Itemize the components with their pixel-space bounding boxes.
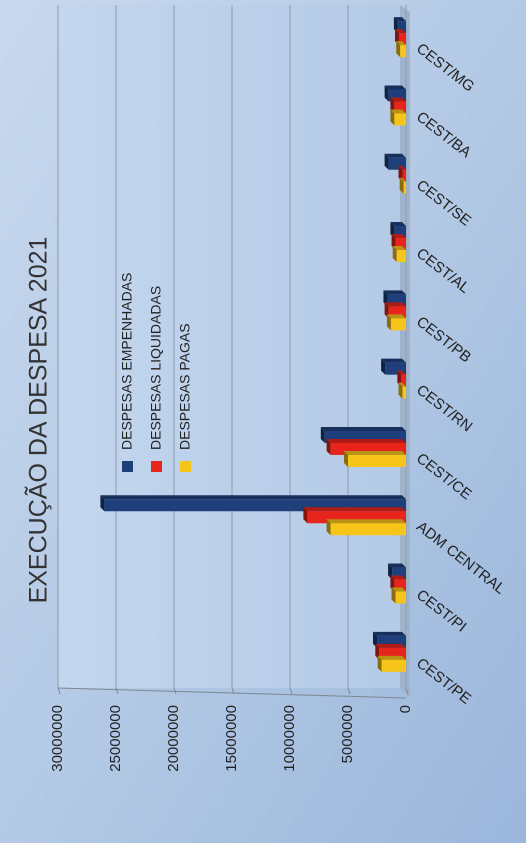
legend-label: DESPESAS PAGAS: [177, 323, 193, 450]
y-tick-label: 10000000: [281, 705, 298, 772]
y-tick-label: 15000000: [223, 705, 240, 772]
bar-end-face: [384, 153, 389, 170]
legend-swatch: [122, 461, 133, 472]
bar-end-face: [326, 519, 331, 536]
bar-end-face: [326, 438, 331, 455]
bar-top-face: [100, 495, 407, 500]
tick-mark: [405, 687, 409, 695]
bar: [394, 579, 406, 592]
bar: [395, 591, 406, 604]
bar-top-face: [326, 519, 406, 524]
bar-top-face: [390, 575, 406, 580]
bar: [394, 101, 406, 114]
bar-top-face: [377, 655, 406, 660]
bar-top-face: [390, 222, 406, 227]
bar-top-face: [398, 165, 406, 170]
bar: [394, 113, 406, 126]
bar-top-face: [384, 85, 406, 90]
bar-top-face: [303, 507, 406, 512]
bar-end-face: [392, 246, 397, 263]
bar: [402, 386, 406, 399]
bar: [402, 169, 406, 182]
bar-end-face: [396, 41, 401, 58]
bar-end-face: [303, 507, 308, 524]
bar-end-face: [398, 382, 403, 399]
bar-top-face: [390, 97, 406, 102]
y-tick-label: 20000000: [165, 705, 182, 772]
chart-title: EXECUÇÃO DA DESPESA 2021: [24, 237, 53, 604]
legend-swatch: [180, 461, 191, 472]
bar-top-face: [381, 358, 406, 363]
bar-end-face: [384, 85, 389, 102]
bar: [396, 250, 406, 263]
bar-top-face: [398, 382, 406, 387]
bar-top-face: [344, 450, 406, 455]
bar: [381, 659, 406, 672]
bar: [399, 33, 406, 46]
bar-end-face: [100, 495, 105, 512]
bar: [390, 318, 406, 331]
tick-mark: [347, 687, 351, 695]
bar-top-face: [326, 438, 406, 443]
bar-top-face: [388, 563, 406, 568]
bar-top-face: [396, 41, 406, 46]
bar-top-face: [383, 290, 406, 295]
bar-end-face: [391, 587, 396, 604]
bar-end-face: [344, 450, 348, 467]
bar-top-face: [384, 302, 406, 307]
bar-top-face: [392, 246, 406, 251]
bar-end-face: [377, 655, 382, 672]
bar: [400, 45, 406, 58]
bar: [403, 181, 406, 194]
bar-top-face: [320, 426, 406, 431]
bar: [394, 226, 406, 239]
bar-top-face: [373, 631, 406, 636]
bar: [401, 374, 406, 387]
bar-top-face: [386, 314, 406, 319]
bar-top-face: [399, 177, 406, 182]
y-tick-label: 0: [397, 705, 414, 713]
bar: [395, 238, 406, 251]
legend-swatch: [151, 461, 162, 472]
legend-label: DESPESAS LIQUIDADAS: [148, 286, 164, 450]
bar: [348, 454, 406, 467]
tick-mark: [289, 687, 293, 695]
bar-top-face: [391, 587, 406, 592]
legend-label: DESPESAS EMPENHADAS: [119, 273, 135, 450]
legend: DESPESAS EMPENHADAS DESPESAS LIQUIDADAS DE…: [119, 273, 193, 472]
bar-top-face: [384, 153, 406, 158]
bar-end-face: [390, 109, 395, 126]
bar-end-face: [381, 358, 386, 375]
bar-top-face: [390, 109, 406, 114]
bar-top-face: [391, 234, 406, 239]
tick-mark: [115, 687, 119, 695]
bar-end-face: [399, 177, 404, 194]
bar-end-face: [320, 426, 325, 443]
bar-top-face: [395, 29, 406, 34]
bar-top-face: [397, 370, 406, 375]
y-tick-label: 30000000: [49, 705, 66, 772]
tick-mark: [57, 687, 61, 695]
y-tick-label: 25000000: [107, 705, 124, 772]
bar: [397, 21, 406, 34]
y-tick-label: 5000000: [339, 705, 356, 763]
axis-line: [57, 687, 407, 699]
bar-top-face: [375, 643, 406, 648]
bar-top-face: [393, 17, 406, 22]
bar: [330, 523, 406, 536]
bar-end-face: [386, 314, 391, 331]
